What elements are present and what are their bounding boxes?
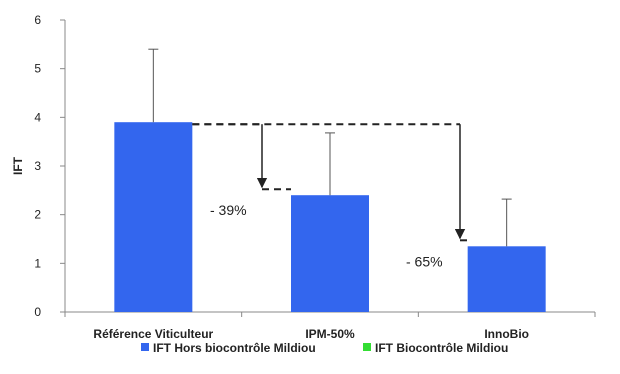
bars bbox=[114, 48, 546, 312]
x-category-label: InnoBio bbox=[484, 327, 529, 341]
y-tick-label: 5 bbox=[34, 62, 41, 76]
legend-label: IFT Hors biocontrôle Mildiou bbox=[153, 341, 316, 355]
bar bbox=[114, 122, 193, 312]
legend-swatch bbox=[141, 343, 149, 351]
reduction-label: - 65% bbox=[406, 253, 443, 269]
bar bbox=[467, 246, 546, 312]
legend-swatch bbox=[363, 343, 371, 351]
reduction-label: - 39% bbox=[210, 202, 247, 218]
y-tick-label: 1 bbox=[34, 256, 41, 270]
y-tick-label: 3 bbox=[34, 159, 41, 173]
legend: IFT Hors biocontrôle Mildiou IFT Biocontr… bbox=[141, 341, 508, 355]
reduction-annotations: - 39% - 65% bbox=[192, 123, 468, 269]
bar bbox=[291, 195, 369, 312]
y-tick-label: 0 bbox=[34, 305, 41, 319]
x-category-label: IPM-50% bbox=[305, 327, 355, 341]
legend-label: IFT Biocontrôle Mildiou bbox=[375, 341, 508, 355]
x-category-label: Référence Viticulteur bbox=[93, 327, 213, 341]
y-axis-title: IFT bbox=[11, 156, 25, 175]
y-tick-label: 4 bbox=[34, 110, 41, 124]
y-tick-label: 2 bbox=[34, 208, 41, 222]
x-axis: Référence Viticulteur IPM-50% InnoBio bbox=[64, 311, 596, 341]
y-tick-label: 6 bbox=[34, 13, 41, 27]
y-axis: 0 1 2 3 4 5 6 bbox=[34, 13, 66, 319]
